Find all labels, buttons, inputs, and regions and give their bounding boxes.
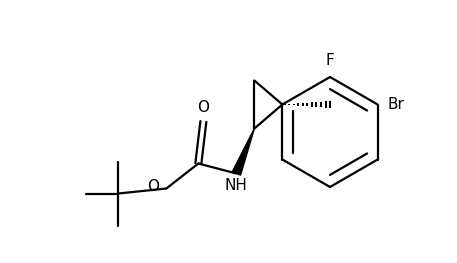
Polygon shape bbox=[232, 129, 255, 175]
Text: NH: NH bbox=[225, 178, 248, 193]
Text: O: O bbox=[197, 99, 209, 114]
Text: F: F bbox=[326, 53, 335, 68]
Text: O: O bbox=[147, 179, 159, 194]
Text: Br: Br bbox=[388, 97, 404, 112]
